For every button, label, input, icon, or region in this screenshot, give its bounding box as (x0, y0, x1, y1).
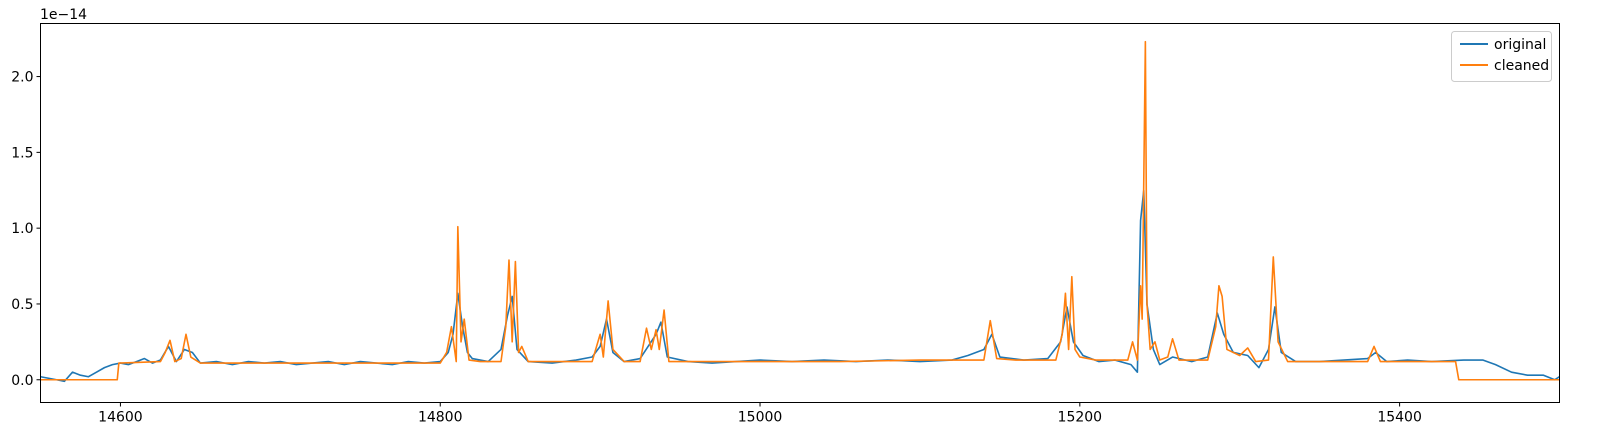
plot-frame (40, 23, 1560, 403)
x-tick-label: 15400 (1377, 410, 1422, 426)
y-tick-label: 1.0 (11, 221, 33, 237)
series-layer (40, 40, 1560, 383)
x-tick-label: 14800 (418, 410, 463, 426)
y-tick-label: 2.0 (11, 70, 33, 86)
legend: original cleaned (1451, 31, 1552, 82)
y-tick-label: 1.5 (11, 145, 33, 161)
x-tick-label: 15000 (738, 410, 783, 426)
x-tick-label: 14600 (98, 410, 143, 426)
y-axis: 0.0 0.5 1.0 1.5 2.0 (11, 70, 41, 389)
legend-cleaned-label: cleaned (1494, 58, 1549, 74)
x-axis: 14600 14800 15000 15200 15400 (98, 402, 1422, 426)
axis-offset-text: 1e−14 (40, 7, 87, 23)
legend-original-label: original (1494, 37, 1546, 53)
series-line-original (40, 189, 1560, 383)
y-tick-label: 0.5 (11, 297, 33, 313)
x-tick-label: 15200 (1058, 410, 1103, 426)
y-tick-label: 0.0 (11, 373, 33, 389)
series-line-cleaned (40, 40, 1560, 381)
